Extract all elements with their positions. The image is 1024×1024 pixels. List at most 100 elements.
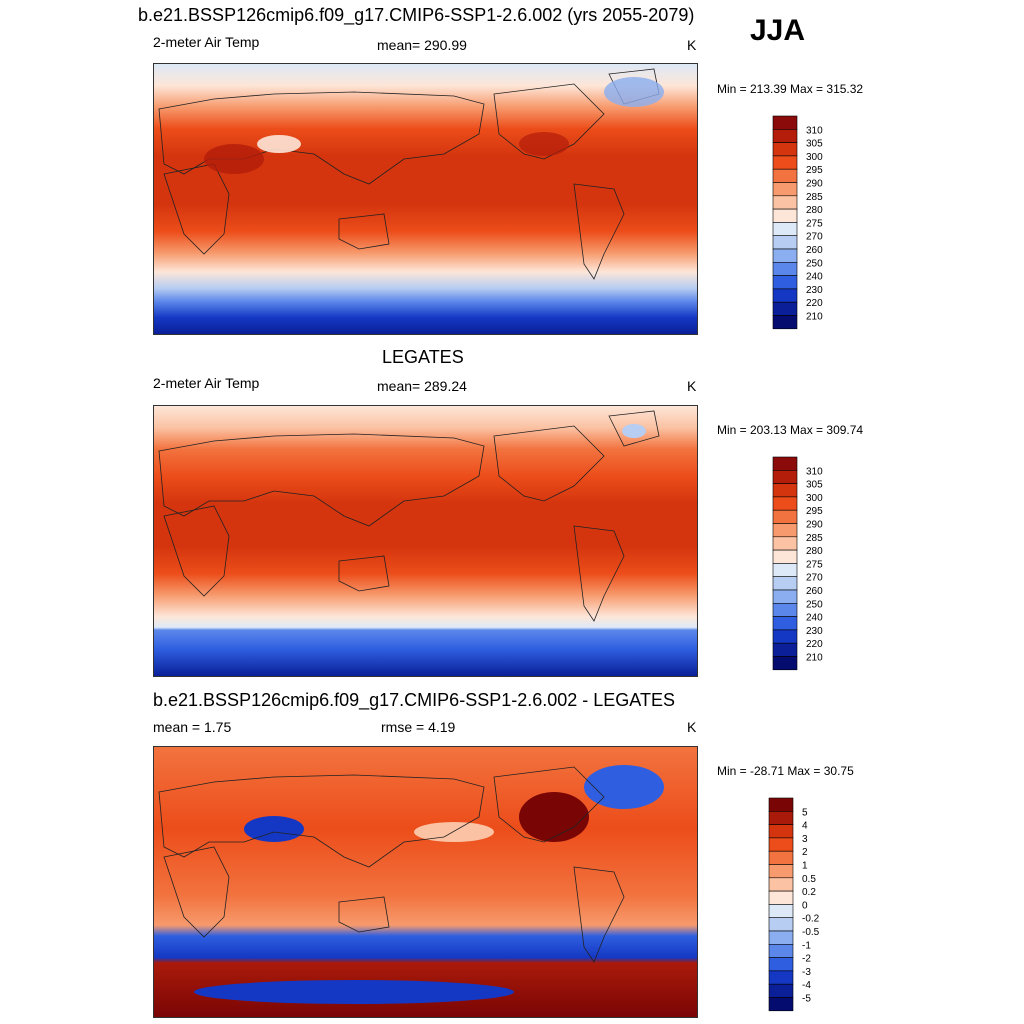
- panel-2-field: [154, 406, 697, 676]
- panel-3-namerica-positive-patch: [519, 792, 589, 842]
- colorbar-tick-label: 300: [806, 152, 823, 163]
- colorbar-swatch: [772, 576, 798, 591]
- colorbar-tick-label: -2: [802, 954, 811, 965]
- colorbar-tick-label: 5: [802, 807, 808, 818]
- colorbar-tick-label: 305: [806, 139, 823, 150]
- colorbar-tick-label: 300: [806, 493, 823, 504]
- colorbar-tick-label: 4: [802, 821, 808, 832]
- panel-2-colorbar: 310 305 300 295 290 285 280 275 270 260 250 240 230 2…: [772, 456, 862, 671]
- colorbar-tick-label: 275: [806, 218, 823, 229]
- colorbar-swatch: [772, 235, 798, 250]
- panel-2-minmax: Min = 203.13 Max = 309.74: [717, 423, 864, 437]
- colorbar-swatch: [772, 603, 798, 617]
- colorbar-swatch: [772, 549, 798, 564]
- colorbar-tick-label: 230: [806, 285, 823, 296]
- panel-3-colorbar: 5 4 3 2 1 0.5 0.2 0 -0.2 -0.5 -1 -2 -3 -4 -5: [768, 797, 858, 1012]
- colorbar-swatch: [768, 970, 794, 985]
- colorbar-swatch: [772, 288, 798, 303]
- colorbar-tick-label: 220: [806, 298, 823, 309]
- colorbar-swatch: [768, 983, 794, 998]
- colorbar-swatch: [768, 904, 794, 919]
- colorbar-swatch: [768, 944, 794, 958]
- colorbar-tick-label: 290: [806, 520, 823, 531]
- colorbar-swatch: [772, 195, 798, 210]
- colorbar-tick-label: 270: [806, 573, 823, 584]
- colorbar-tick-label: 210: [806, 312, 823, 323]
- colorbar-tick-label: -5: [802, 994, 811, 1005]
- colorbar-tick-label: 2: [802, 847, 808, 858]
- colorbar-swatch: [772, 275, 798, 290]
- panel-1-mean-label: mean= 290.99: [377, 37, 467, 53]
- colorbar-swatch: [772, 642, 798, 657]
- colorbar-tick-label: 305: [806, 480, 823, 491]
- panel-3-mean-label: mean = 1.75: [153, 719, 232, 735]
- panel-3-antarctic-negative-patch: [194, 980, 514, 1004]
- colorbar-tick-label: 210: [806, 653, 823, 664]
- colorbar-tick-label: 250: [806, 599, 823, 610]
- panel-2-variable-label: 2-meter Air Temp: [153, 375, 260, 391]
- colorbar-tick-label: 0: [802, 900, 808, 911]
- panel-1-minmax: Min = 213.39 Max = 315.32: [717, 82, 864, 96]
- colorbar-swatch: [772, 182, 798, 197]
- colorbar-swatch: [772, 208, 798, 223]
- panel-3-greenland-negative-patch: [584, 765, 664, 809]
- colorbar-swatch: [772, 656, 798, 671]
- colorbar-tick-label: 295: [806, 506, 823, 517]
- colorbar-tick-label: 290: [806, 179, 823, 190]
- colorbar-tick-label: 310: [806, 466, 823, 477]
- panel-1-map: [153, 63, 698, 335]
- panel-2-map: [153, 405, 698, 677]
- colorbar-tick-label: -3: [802, 967, 811, 978]
- colorbar-tick-label: -0.5: [802, 927, 820, 938]
- panel-3-coastlines: [158, 766, 625, 963]
- colorbar-swatch: [768, 837, 794, 852]
- colorbar-tick-label: 295: [806, 165, 823, 176]
- colorbar-swatch: [772, 315, 798, 330]
- colorbar-tick-label: -0.2: [802, 914, 820, 925]
- colorbar-tick-label: 285: [806, 192, 823, 203]
- colorbar-swatch: [772, 456, 798, 471]
- colorbar-tick-label: 240: [806, 613, 823, 624]
- panel-3-minmax: Min = -28.71 Max = 30.75: [717, 764, 854, 778]
- panel-2-greenland-cold-patch: [622, 424, 646, 438]
- colorbar-swatch: [772, 509, 798, 524]
- colorbar-tick-label: 280: [806, 546, 823, 557]
- panel-3-title: b.e21.BSSP126cmip6.f09_g17.CMIP6-SSP1-2.…: [153, 690, 675, 710]
- colorbar-swatch: [772, 168, 798, 183]
- panel-3-tibet-negative-patch: [244, 816, 304, 842]
- colorbar-tick-label: 285: [806, 533, 823, 544]
- colorbar-tick-label: 270: [806, 232, 823, 243]
- season-label: JJA: [750, 14, 806, 47]
- panel-1-variable-label: 2-meter Air Temp: [153, 34, 260, 50]
- colorbar-swatch: [768, 850, 794, 865]
- colorbar-tick-label: 1: [802, 861, 808, 872]
- colorbar-tick-label: 0.2: [802, 887, 816, 898]
- panel-2-units-label: K: [687, 378, 697, 394]
- colorbar-tick-label: 0.5: [802, 874, 816, 885]
- panel-1-colorbar: 310 305 300 295 290 285 280 275 270 260 250 240 230 2…: [772, 115, 862, 330]
- panel-1-tibet-cold-patch: [257, 135, 301, 153]
- colorbar-swatch: [772, 589, 798, 604]
- colorbar-tick-label: -1: [802, 940, 811, 951]
- colorbar-swatch: [772, 629, 798, 644]
- colorbar-swatch: [768, 917, 794, 932]
- colorbar-swatch: [772, 563, 798, 578]
- colorbar-tick-label: 230: [806, 626, 823, 637]
- colorbar-tick-label: 260: [806, 245, 823, 256]
- colorbar-swatch: [772, 142, 798, 157]
- panel-3-units-label: K: [687, 719, 697, 735]
- colorbar-swatch: [772, 129, 798, 143]
- panel-2-coastlines: [158, 410, 660, 622]
- colorbar-swatch: [772, 496, 798, 511]
- colorbar-tick-label: -4: [802, 980, 811, 991]
- colorbar-swatch: [772, 616, 798, 631]
- colorbar-tick-label: 250: [806, 258, 823, 269]
- colorbar-swatch: [768, 797, 794, 812]
- colorbar-swatch: [772, 483, 798, 498]
- colorbar-swatch: [772, 470, 798, 484]
- colorbar-tick-label: 3: [802, 834, 808, 845]
- colorbar-swatch: [768, 930, 794, 945]
- colorbar-tick-label: 260: [806, 586, 823, 597]
- colorbar-swatch: [768, 811, 794, 825]
- panel-3-rmse-label: rmse = 4.19: [381, 719, 456, 735]
